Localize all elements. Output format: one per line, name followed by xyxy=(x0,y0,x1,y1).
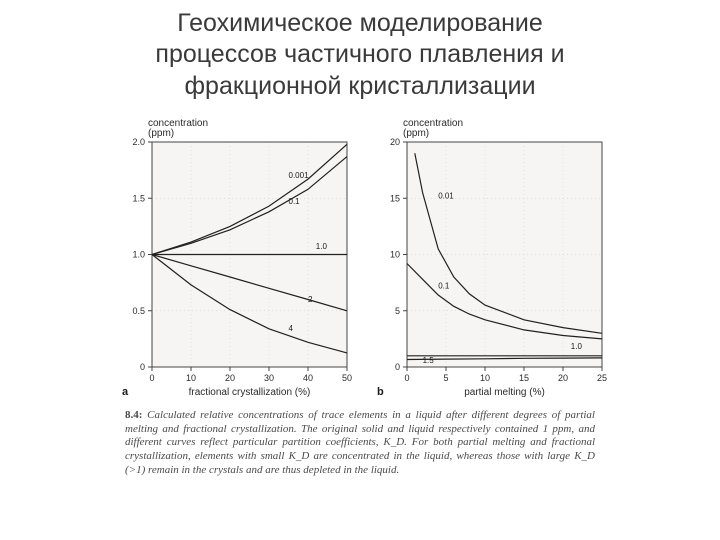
chart-b: 051015202505101520concentration(ppm)part… xyxy=(365,114,610,401)
svg-text:30: 30 xyxy=(264,373,274,383)
svg-text:0: 0 xyxy=(140,362,145,372)
svg-text:0: 0 xyxy=(395,362,400,372)
svg-text:5: 5 xyxy=(395,306,400,316)
svg-text:20: 20 xyxy=(390,137,400,147)
panel-a: 0102030405000.51.01.52.0concentration(pp… xyxy=(110,114,355,401)
svg-text:(ppm): (ppm) xyxy=(148,128,174,139)
title-line-1: Геохимическое моделирование xyxy=(177,9,543,37)
svg-text:1.0: 1.0 xyxy=(571,342,583,351)
svg-text:40: 40 xyxy=(303,373,313,383)
svg-text:(ppm): (ppm) xyxy=(403,128,429,139)
svg-text:10: 10 xyxy=(390,249,400,259)
svg-text:2.0: 2.0 xyxy=(132,137,145,147)
svg-text:15: 15 xyxy=(390,193,400,203)
svg-text:25: 25 xyxy=(597,373,607,383)
svg-text:b: b xyxy=(377,386,384,398)
svg-text:5: 5 xyxy=(443,373,448,383)
svg-text:2: 2 xyxy=(308,295,313,304)
figure-row: 0102030405000.51.01.52.0concentration(pp… xyxy=(0,108,720,403)
svg-text:0.001: 0.001 xyxy=(289,171,310,180)
svg-text:1.0: 1.0 xyxy=(132,249,145,259)
svg-text:0.1: 0.1 xyxy=(438,281,450,290)
svg-text:4: 4 xyxy=(289,324,294,333)
title-line-3: фракционной кристаллизации xyxy=(184,72,535,100)
svg-text:0: 0 xyxy=(149,373,154,383)
chart-a: 0102030405000.51.01.52.0concentration(pp… xyxy=(110,114,355,401)
svg-text:10: 10 xyxy=(480,373,490,383)
page-title: Геохимическое моделирование процессов ча… xyxy=(0,0,720,108)
svg-text:fractional crystallization (%): fractional crystallization (%) xyxy=(189,387,311,398)
panel-b: 051015202505101520concentration(ppm)part… xyxy=(365,114,610,401)
svg-text:20: 20 xyxy=(558,373,568,383)
svg-text:partial melting (%): partial melting (%) xyxy=(464,387,545,398)
title-line-2: процессов частичного плавления и xyxy=(155,40,564,68)
caption-text: Calculated relative concentrations of tr… xyxy=(125,409,595,476)
svg-text:1.5: 1.5 xyxy=(132,193,145,203)
figure-caption: 8.4: Calculated relative concentrations … xyxy=(125,409,595,478)
svg-text:0.01: 0.01 xyxy=(438,191,454,200)
svg-text:0.1: 0.1 xyxy=(289,197,301,206)
svg-text:1.5: 1.5 xyxy=(423,356,435,365)
svg-text:50: 50 xyxy=(342,373,352,383)
svg-text:0: 0 xyxy=(404,373,409,383)
svg-text:0.5: 0.5 xyxy=(132,306,145,316)
svg-text:a: a xyxy=(122,386,129,398)
svg-text:1.0: 1.0 xyxy=(316,242,328,251)
svg-text:15: 15 xyxy=(519,373,529,383)
caption-fignum: 8.4: xyxy=(125,409,142,421)
svg-text:10: 10 xyxy=(186,373,196,383)
svg-text:20: 20 xyxy=(225,373,235,383)
